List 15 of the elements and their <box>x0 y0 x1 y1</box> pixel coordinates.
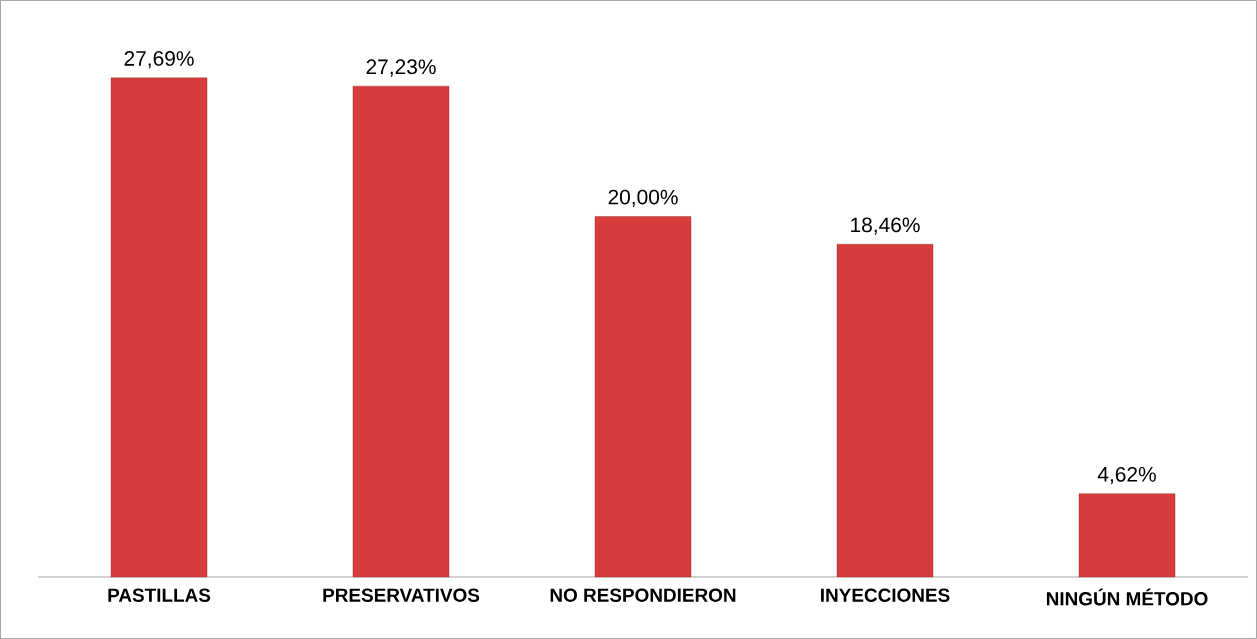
x-tick-label: PRESERVATIVOS <box>323 588 480 602</box>
bar <box>836 244 934 578</box>
data-label: 18,46% <box>851 217 920 235</box>
x-tick-label: PASTILLAS <box>108 588 211 602</box>
x-tick-label: NO RESPONDIERON <box>550 588 736 602</box>
data-label: 20,00% <box>608 189 678 207</box>
bar <box>352 85 450 578</box>
x-tick-label: INYECCIONES <box>821 588 950 602</box>
bar <box>1078 493 1176 578</box>
x-tick-label: NINGÚN MÉTODO <box>1046 588 1208 606</box>
data-label: 27,69% <box>124 51 194 69</box>
bar <box>594 216 692 578</box>
bar <box>110 77 208 578</box>
data-label: 4,62% <box>1097 466 1156 485</box>
data-label: 27,23% <box>366 59 436 77</box>
